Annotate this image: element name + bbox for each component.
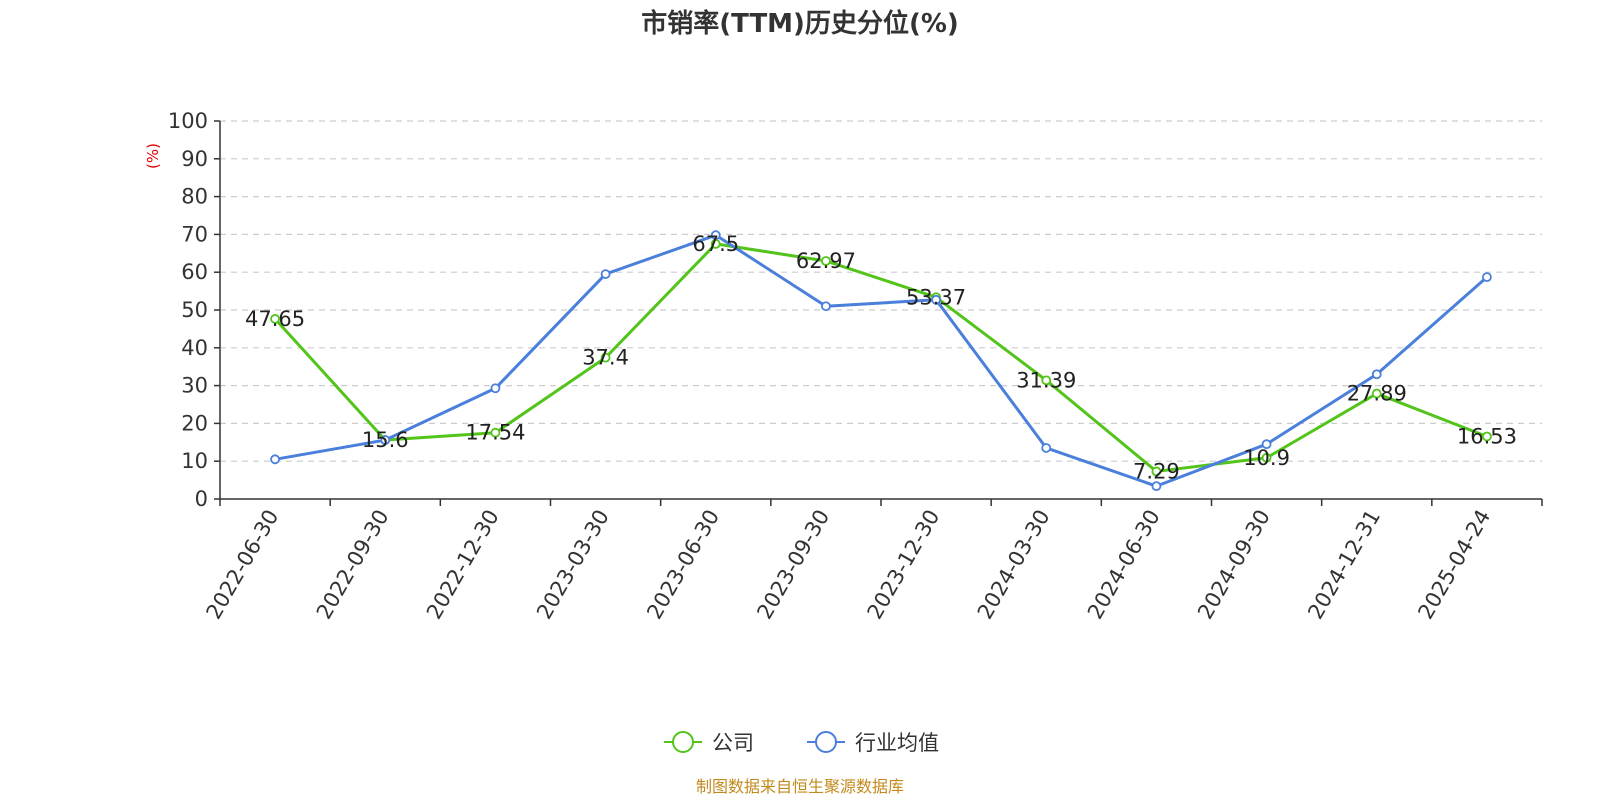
x-tick-label: 2022-06-30 xyxy=(202,506,284,624)
data-point xyxy=(270,454,280,465)
x-tick-label: 2025-04-24 xyxy=(1413,506,1495,624)
data-point xyxy=(1371,369,1382,380)
legend-marker xyxy=(815,731,837,753)
y-tick-label: 40 xyxy=(181,336,208,360)
x-tick-label: 2024-03-30 xyxy=(973,506,1055,624)
axes: 0 10 20 30 40 50 60 70 80 90 100 2022-06-30 2022-09-… xyxy=(168,109,1543,624)
data-point xyxy=(490,427,501,438)
data-source-note: 制图数据来自恒生聚源数据库 xyxy=(696,777,904,796)
y-tick-label: 30 xyxy=(181,374,208,398)
y-tick-label: 90 xyxy=(181,147,208,171)
series-company xyxy=(270,238,1492,477)
legend: 公司 行业均值 xyxy=(664,731,939,755)
data-label: 7.29 xyxy=(1133,459,1180,483)
data-point xyxy=(1151,466,1162,477)
data-point xyxy=(821,256,831,266)
x-tick-label: 2024-06-30 xyxy=(1083,506,1165,624)
data-point xyxy=(1371,388,1382,399)
data-point xyxy=(380,435,391,445)
data-point xyxy=(1041,443,1052,453)
y-axis-unit-label: (%) xyxy=(144,143,162,169)
legend-marker xyxy=(672,731,694,753)
data-point xyxy=(1482,272,1492,283)
y-tick-label: 70 xyxy=(181,222,208,246)
x-tick-label: 2023-12-30 xyxy=(863,506,945,624)
x-tick-label: 2023-03-30 xyxy=(532,506,614,624)
gridlines xyxy=(220,120,1542,462)
data-point xyxy=(1261,452,1272,463)
legend-item-company: 公司 xyxy=(664,731,754,755)
legend-label: 公司 xyxy=(712,731,754,755)
chart-title: 市销率(TTM)历史分位(%) xyxy=(641,8,959,39)
x-tick-label: 2024-12-31 xyxy=(1303,506,1385,624)
y-tick-label: 50 xyxy=(181,298,208,322)
series-layer xyxy=(270,230,1492,492)
data-label: 27.89 xyxy=(1347,382,1407,406)
legend-label: 行业均值 xyxy=(855,731,939,755)
x-tick-label: 2023-09-30 xyxy=(752,506,834,624)
data-label: 16.53 xyxy=(1457,425,1517,449)
x-tick-label: 2022-12-30 xyxy=(422,506,504,624)
data-label: 31.39 xyxy=(1016,368,1076,392)
data-labels: 47.65 15.6 17.54 37.4 67.5 62.97 53.37 31.39 7.2… xyxy=(245,232,1517,484)
data-label: 15.6 xyxy=(362,428,409,452)
data-label: 17.54 xyxy=(465,421,525,445)
data-point xyxy=(270,313,280,324)
data-point xyxy=(821,301,831,312)
data-label: 10.9 xyxy=(1243,446,1290,470)
data-label: 37.4 xyxy=(582,346,629,370)
data-point xyxy=(1261,439,1272,450)
series-line xyxy=(273,242,1488,473)
y-tick-label: 80 xyxy=(181,185,208,209)
x-tick-label: 2022-09-30 xyxy=(312,506,394,624)
y-tick-label: 60 xyxy=(181,260,208,284)
data-point xyxy=(710,230,721,241)
series-line xyxy=(274,233,1488,488)
y-tick-label: 10 xyxy=(181,449,208,473)
data-point xyxy=(1482,431,1492,442)
data-point xyxy=(600,352,611,363)
series-industry-average xyxy=(270,230,1492,492)
data-label: 47.65 xyxy=(245,307,305,331)
data-label: 62.97 xyxy=(796,249,856,273)
x-tick-label: 2023-06-30 xyxy=(642,506,724,624)
legend-item-industry-average: 行业均值 xyxy=(807,731,939,755)
data-point xyxy=(490,383,501,394)
data-point xyxy=(1041,375,1052,386)
y-tick-label: 20 xyxy=(181,411,208,435)
data-point xyxy=(931,294,941,305)
data-point xyxy=(1151,481,1162,492)
y-tick-label: 100 xyxy=(168,109,208,133)
data-label: 67.5 xyxy=(692,232,739,256)
data-point xyxy=(600,269,611,279)
y-tick-label: 0 xyxy=(195,487,208,511)
x-tick-label: 2024-09-30 xyxy=(1193,506,1275,624)
data-label: 53.37 xyxy=(906,285,966,309)
